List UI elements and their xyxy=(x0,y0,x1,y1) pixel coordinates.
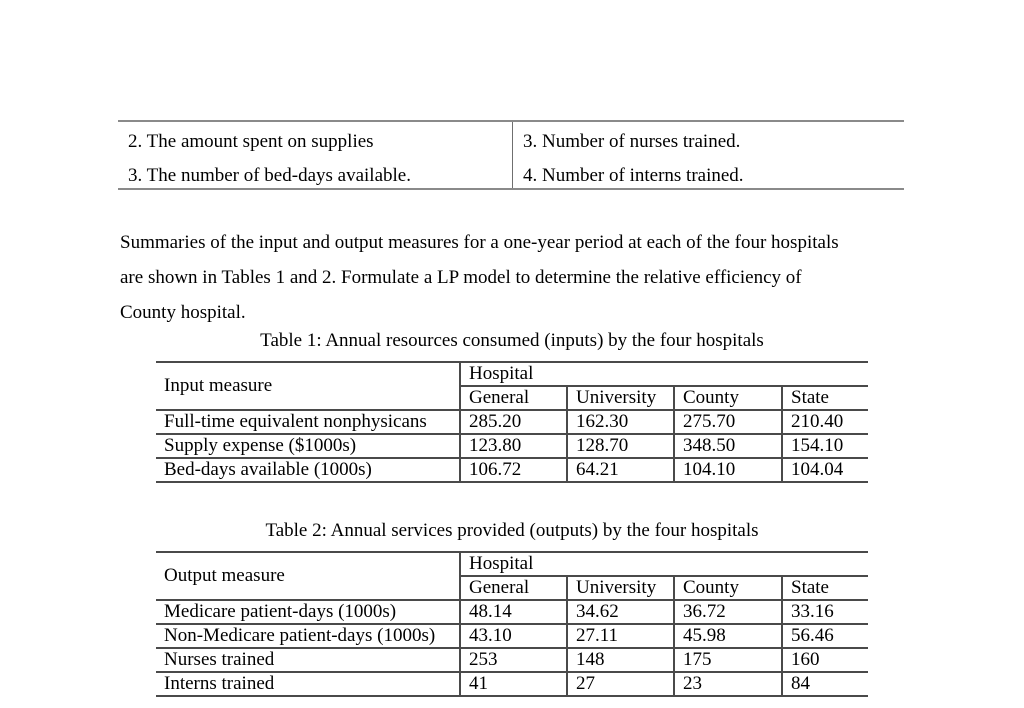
paragraph-line: County hospital. xyxy=(120,302,246,323)
table-2-column-header-row: General University County State xyxy=(156,576,869,601)
table-1-measure-header: Input measure xyxy=(156,362,460,411)
list-item: 3. The number of bed-days available. xyxy=(128,165,411,186)
table-cell: 36.72 xyxy=(673,600,782,625)
row-label: Medicare patient-days (1000s) xyxy=(156,600,460,625)
table-1-inputs: Input measure Hospital General Universit… xyxy=(156,361,869,483)
paragraph-line: are shown in Tables 1 and 2. Formulate a… xyxy=(120,267,802,288)
table-cell: 123.80 xyxy=(459,434,567,459)
table-cell: 275.70 xyxy=(673,410,782,435)
table-cell: 84 xyxy=(780,672,869,697)
table-cell: 23 xyxy=(673,672,782,697)
table-row: Supply expense ($1000s) 123.80 128.70 34… xyxy=(156,434,869,459)
table-row: Non-Medicare patient-days (1000s) 43.10 … xyxy=(156,624,869,649)
column-header-general: General xyxy=(459,386,567,411)
table-cell: 34.62 xyxy=(566,600,674,625)
column-header-university: University xyxy=(566,386,674,411)
table-2-group-header-row: Output measure Hospital xyxy=(156,552,869,601)
table-cell: 48.14 xyxy=(459,600,567,625)
row-label: Interns trained xyxy=(156,672,460,697)
table-cell: 210.40 xyxy=(780,410,869,435)
table-row: Medicare patient-days (1000s) 48.14 34.6… xyxy=(156,600,869,625)
table-cell: 253 xyxy=(459,648,567,673)
table-cell: 285.20 xyxy=(459,410,567,435)
table-cell: 43.10 xyxy=(459,624,567,649)
row-label: Supply expense ($1000s) xyxy=(156,434,460,459)
numbered-list-left-column: 2. The amount spent on supplies 3. The n… xyxy=(118,122,513,188)
column-header-state: State xyxy=(780,576,869,601)
table-row: Bed-days available (1000s) 106.72 64.21 … xyxy=(156,458,869,483)
list-item: 2. The amount spent on supplies xyxy=(128,131,374,152)
table-cell: 148 xyxy=(566,648,674,673)
table-cell: 64.21 xyxy=(566,458,674,483)
table-1-caption: Table 1: Annual resources consumed (inpu… xyxy=(260,330,764,351)
table-cell: 33.16 xyxy=(780,600,869,625)
row-label: Nurses trained xyxy=(156,648,460,673)
table-row: Interns trained 41 27 23 84 xyxy=(156,672,869,697)
table-cell: 27.11 xyxy=(566,624,674,649)
table-1-column-header-row: General University County State xyxy=(156,386,869,411)
table-2-measure-header: Output measure xyxy=(156,552,460,601)
table-cell: 104.10 xyxy=(673,458,782,483)
row-label: Non-Medicare patient-days (1000s) xyxy=(156,624,460,649)
problem-statement-paragraph: Summaries of the input and output measur… xyxy=(120,225,940,330)
table-2-outputs: Output measure Hospital General Universi… xyxy=(156,551,869,697)
table-cell: 41 xyxy=(459,672,567,697)
table-cell: 348.50 xyxy=(673,434,782,459)
row-label: Bed-days available (1000s) xyxy=(156,458,460,483)
paragraph-line: Summaries of the input and output measur… xyxy=(120,232,839,253)
table-row: Full-time equivalent nonphysicans 285.20… xyxy=(156,410,869,435)
table-2-caption: Table 2: Annual services provided (outpu… xyxy=(265,520,759,541)
table-cell: 56.46 xyxy=(780,624,869,649)
list-item: 4. Number of interns trained. xyxy=(523,165,744,186)
table-1-hospital-header: Hospital xyxy=(458,362,869,387)
row-label: Full-time equivalent nonphysicans xyxy=(156,410,460,435)
table-1-group-header-row: Input measure Hospital xyxy=(156,362,869,411)
numbered-list-table: 2. The amount spent on supplies 3. The n… xyxy=(118,120,904,190)
numbered-list-right-column: 3. Number of nurses trained. 4. Number o… xyxy=(513,122,904,188)
table-row: Nurses trained 253 148 175 160 xyxy=(156,648,869,673)
column-header-general: General xyxy=(459,576,567,601)
table-2-hospital-header: Hospital xyxy=(458,552,869,577)
table-cell: 128.70 xyxy=(566,434,674,459)
list-item: 3. Number of nurses trained. xyxy=(523,131,741,152)
table-cell: 27 xyxy=(566,672,674,697)
column-header-county: County xyxy=(673,576,782,601)
table-cell: 162.30 xyxy=(566,410,674,435)
column-header-university: University xyxy=(566,576,674,601)
column-header-state: State xyxy=(780,386,869,411)
table-cell: 154.10 xyxy=(780,434,869,459)
table-cell: 45.98 xyxy=(673,624,782,649)
table-cell: 160 xyxy=(780,648,869,673)
column-header-county: County xyxy=(673,386,782,411)
table-cell: 106.72 xyxy=(459,458,567,483)
table-cell: 175 xyxy=(673,648,782,673)
table-cell: 104.04 xyxy=(780,458,869,483)
